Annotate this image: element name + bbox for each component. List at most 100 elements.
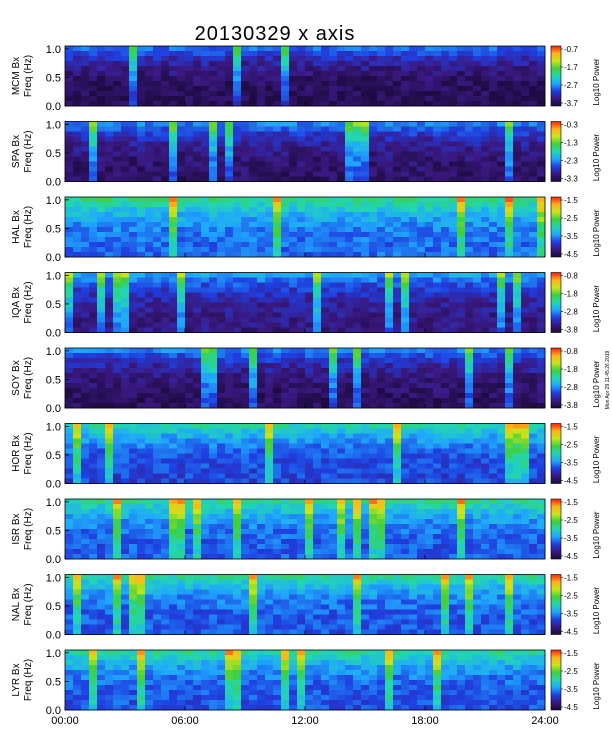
spectrogram-cell xyxy=(169,453,178,459)
spectrogram-cell xyxy=(65,76,74,82)
spectrogram-cell xyxy=(105,504,114,510)
spectrogram-cell xyxy=(433,197,442,203)
spectrogram-cell xyxy=(193,368,202,374)
spectrogram-cell xyxy=(249,197,258,203)
spectrogram-cell xyxy=(161,529,170,535)
spectrogram-cell xyxy=(145,499,154,505)
spectrogram-cell xyxy=(305,549,314,555)
spectrogram-cell xyxy=(297,403,306,409)
spectrogram-cell xyxy=(185,453,194,459)
spectrogram-cell xyxy=(113,317,122,323)
spectrogram-cell xyxy=(97,363,106,369)
spectrogram-cell xyxy=(281,368,290,374)
spectrogram-cell xyxy=(401,463,410,469)
spectrogram-cell xyxy=(209,56,218,62)
colorbar-label: Log10 Power xyxy=(592,436,601,483)
spectrogram-cell xyxy=(121,383,130,389)
spectrogram-cell xyxy=(513,312,522,318)
spectrogram-cell xyxy=(217,247,226,253)
spectrogram-cell xyxy=(441,478,450,484)
spectrogram-cell xyxy=(89,499,98,505)
spectrogram-cell xyxy=(265,398,274,404)
spectrogram-cell xyxy=(537,61,546,67)
spectrogram-cell xyxy=(313,171,322,177)
spectrogram-cell xyxy=(145,544,154,550)
spectrogram-cell xyxy=(177,227,186,233)
spectrogram-cell xyxy=(81,202,90,208)
spectrogram-cell xyxy=(65,202,74,208)
spectrogram-cell xyxy=(417,237,426,243)
spectrogram-cell xyxy=(97,504,106,510)
spectrogram-cell xyxy=(425,227,434,233)
spectrogram-cell xyxy=(481,136,490,142)
spectrogram-cell xyxy=(337,348,346,354)
spectrogram-cell xyxy=(497,378,506,384)
spectrogram-cell xyxy=(217,504,226,510)
spectrogram-cell xyxy=(201,529,210,535)
spectrogram-cell xyxy=(273,242,282,248)
spectrogram-cell xyxy=(457,378,466,384)
spectrogram-cell xyxy=(345,534,354,540)
spectrogram-cell xyxy=(497,277,506,283)
spectrogram-cell xyxy=(377,378,386,384)
spectrogram-cell xyxy=(313,237,322,243)
spectrogram-cell xyxy=(177,383,186,389)
spectrogram-cell xyxy=(521,478,530,484)
spectrogram-cell xyxy=(153,86,162,92)
spectrogram-cell xyxy=(249,66,258,72)
spectrogram-cell xyxy=(417,96,426,102)
spectrogram-cell xyxy=(369,358,378,364)
spectrogram-cell xyxy=(217,131,226,137)
spectrogram-cell xyxy=(505,348,514,354)
spectrogram-cell xyxy=(449,136,458,142)
spectrogram-cell xyxy=(401,393,410,399)
spectrogram-cell xyxy=(193,282,202,288)
spectrogram-cell xyxy=(177,327,186,333)
spectrogram-cell xyxy=(385,443,394,449)
spectrogram-cell xyxy=(161,428,170,434)
spectrogram-cell xyxy=(257,443,266,449)
spectrogram-cell xyxy=(425,141,434,147)
spectrogram-cell xyxy=(65,353,74,359)
spectrogram-cell xyxy=(121,373,130,379)
spectrogram-cell xyxy=(537,473,546,479)
spectrogram-cell xyxy=(121,131,130,137)
spectrogram-cell xyxy=(105,146,114,152)
spectrogram-cell xyxy=(465,56,474,62)
spectrogram-cell xyxy=(361,443,370,449)
spectrogram-cell xyxy=(249,242,258,248)
spectrogram-cell xyxy=(345,473,354,479)
spectrogram-cell xyxy=(313,126,322,132)
spectrogram-cell xyxy=(521,166,530,172)
spectrogram-cell xyxy=(73,56,82,62)
spectrogram-cell xyxy=(529,242,538,248)
spectrogram-cell xyxy=(281,529,290,535)
spectrogram-cell xyxy=(377,509,386,515)
spectrogram-cell xyxy=(225,61,234,67)
spectrogram-cell xyxy=(329,91,338,97)
spectrogram-cell xyxy=(161,353,170,359)
spectrogram-cell xyxy=(161,141,170,147)
spectrogram-cell xyxy=(441,353,450,359)
spectrogram-cell xyxy=(401,307,410,313)
spectrogram-cell xyxy=(137,146,146,152)
spectrogram-cell xyxy=(457,156,466,162)
spectrogram-cell xyxy=(265,166,274,172)
spectrogram-cell xyxy=(305,101,314,107)
colorbar-tick-label: -1.3 xyxy=(564,139,578,148)
spectrogram-cell xyxy=(217,161,226,167)
spectrogram-cell xyxy=(521,287,530,293)
spectrogram-cell xyxy=(65,277,74,283)
spectrogram-cell xyxy=(121,529,130,535)
spectrogram-cell xyxy=(73,524,82,530)
spectrogram-cell xyxy=(417,247,426,253)
spectrogram-cell xyxy=(273,292,282,298)
spectrogram-cell xyxy=(465,292,474,298)
spectrogram-cell xyxy=(233,554,242,560)
spectrogram-cell xyxy=(161,383,170,389)
spectrogram-cell xyxy=(281,433,290,439)
spectrogram-cell xyxy=(201,353,210,359)
spectrogram-cell xyxy=(217,61,226,67)
spectrogram-cell xyxy=(297,393,306,399)
spectrogram-cell xyxy=(457,237,466,243)
